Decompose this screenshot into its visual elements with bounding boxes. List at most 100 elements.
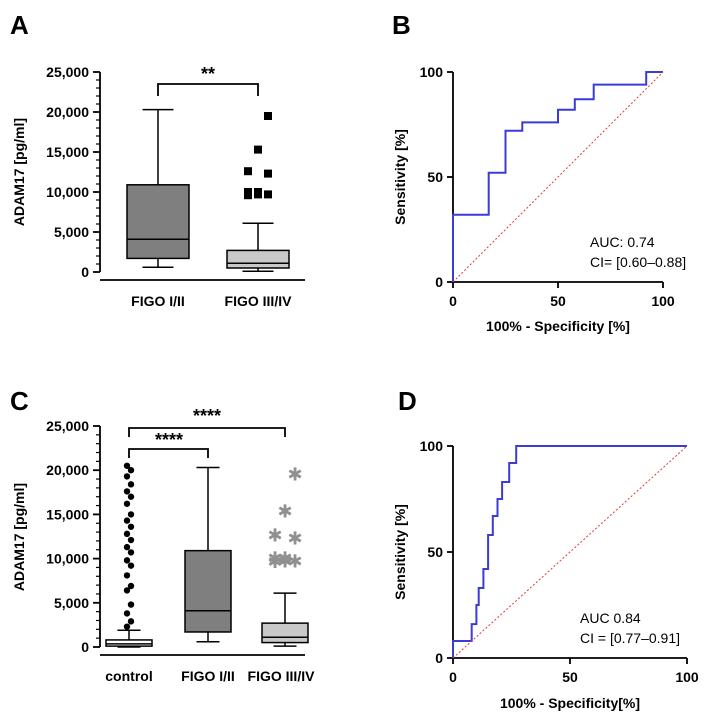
significance-bracket <box>157 83 259 96</box>
outlier-point <box>123 488 131 495</box>
roc-curve <box>452 445 687 658</box>
box <box>261 622 309 644</box>
outlier-point <box>127 549 135 556</box>
panel-a: 0 5,000 10,000 15,000 20,000 25,000 FIGO I/II… <box>11 64 305 309</box>
outlier-point <box>264 112 272 120</box>
y-tick-label: 50 <box>427 169 443 185</box>
y-tick-label: 20,000 <box>46 104 89 120</box>
outlier-point <box>123 543 131 551</box>
outlier-point: ✱ <box>287 551 302 571</box>
outlier-point: ✱ <box>267 526 282 546</box>
outlier-point <box>127 562 135 569</box>
reference-line <box>452 71 664 283</box>
y-tick-label: 0 <box>435 274 443 290</box>
x-tick-label: FIGO III/IV <box>248 668 316 684</box>
y-tick-label: 15,000 <box>46 506 89 522</box>
y-tick-label: 5,000 <box>54 595 89 611</box>
x-tick-label: FIGO I/II <box>131 293 185 309</box>
panel-label-b: B <box>392 10 411 40</box>
box <box>184 549 232 633</box>
y-tick-label: 100 <box>420 64 444 80</box>
x-tick-label: 100 <box>651 293 675 309</box>
outlier-point <box>123 623 131 630</box>
y-tick-label: 25,000 <box>46 418 89 434</box>
outlier-point: ✱ <box>277 502 292 522</box>
outlier-point <box>123 462 131 469</box>
y-axis-label: ADAM17 [pg/ml] <box>11 483 27 591</box>
outlier-point <box>127 601 135 608</box>
box <box>226 249 290 269</box>
x-tick-label: 0 <box>449 293 457 309</box>
y-axis-label: ADAM17 [pg/ml] <box>11 118 27 226</box>
box <box>126 184 190 260</box>
outlier-point: ✱ <box>287 465 302 485</box>
outlier-point <box>254 145 262 154</box>
outlier-point <box>127 536 135 544</box>
outlier-point <box>123 530 131 538</box>
panel-label-a: A <box>10 10 29 40</box>
x-tick-label: 100 <box>675 669 699 685</box>
significance-label: **** <box>193 406 221 426</box>
significance-label: **** <box>155 430 183 450</box>
outlier-point <box>123 610 131 617</box>
outlier-point <box>127 582 135 590</box>
x-axis-label: 100% - Specificity[%] <box>500 695 640 711</box>
outlier-point <box>127 511 135 518</box>
y-tick-label: 25,000 <box>46 64 89 80</box>
auc-text: AUC 0.84 <box>580 610 641 626</box>
x-tick-label: control <box>105 668 152 684</box>
x-tick-label: FIGO III/IV <box>225 293 293 309</box>
outlier-point <box>123 572 131 579</box>
y-tick-label: 0 <box>81 264 89 280</box>
outlier-point: ✱ <box>277 549 292 569</box>
y-tick-label: 10,000 <box>46 551 89 567</box>
y-tick-label: 0 <box>81 639 89 655</box>
x-axis-label: 100% - Specificity [%] <box>486 318 630 334</box>
outlier-point <box>127 618 135 625</box>
x-tick-label: FIGO I/II <box>181 668 235 684</box>
x-tick-label: 0 <box>449 669 457 685</box>
y-tick-label: 50 <box>427 544 443 560</box>
outlier-point <box>254 188 262 196</box>
roc-curve <box>452 71 663 282</box>
outlier-point: ✱ <box>267 552 282 572</box>
y-tick-label: 15,000 <box>46 144 89 160</box>
x-tick-label: 50 <box>550 293 566 309</box>
auc-text: AUC: 0.74 <box>590 234 655 250</box>
outlier-point <box>244 167 252 176</box>
y-tick-label: 20,000 <box>46 462 89 478</box>
y-axis-label: Sensitivity [%] <box>392 504 408 600</box>
outlier-point <box>127 467 135 474</box>
y-tick-label: 100 <box>420 438 444 454</box>
panel-d: 00 50 50 100 100 100% - Specificity[%] Sensi… <box>392 438 699 711</box>
outlier-point <box>244 188 252 196</box>
significance-bracket <box>128 448 209 458</box>
significance-label: ** <box>201 64 215 84</box>
panel-b: 00 50 50 100 100 100% - Specificity [%] Sens… <box>392 64 686 334</box>
outlier-point <box>264 190 272 199</box>
outlier-point <box>127 493 135 500</box>
ci-text: CI = [0.77–0.91] <box>580 630 680 646</box>
outlier-point <box>123 587 131 594</box>
y-tick-label: 10,000 <box>46 184 89 200</box>
outlier-point <box>127 481 135 488</box>
panel-label-c: C <box>10 386 29 416</box>
reference-line <box>452 445 688 659</box>
outlier-point <box>123 473 131 480</box>
outlier-point <box>127 523 135 530</box>
y-tick-label: 0 <box>435 650 443 666</box>
outlier-point: ✱ <box>287 528 302 548</box>
ci-text: CI= [0.60–0.88] <box>590 254 686 270</box>
outlier-point <box>123 557 131 564</box>
panel-c: 0 5,000 10,000 15,000 20,000 25,000 control F… <box>11 406 315 684</box>
box <box>105 639 153 647</box>
outlier-point: ✱ <box>277 551 292 571</box>
y-axis-label: Sensitivity [%] <box>392 129 408 225</box>
significance-bracket <box>128 427 286 437</box>
x-tick-label: 50 <box>562 669 578 685</box>
outlier-point <box>264 169 272 178</box>
outlier-point <box>123 500 131 507</box>
panel-label-d: D <box>398 386 417 416</box>
y-tick-label: 5,000 <box>54 224 89 240</box>
